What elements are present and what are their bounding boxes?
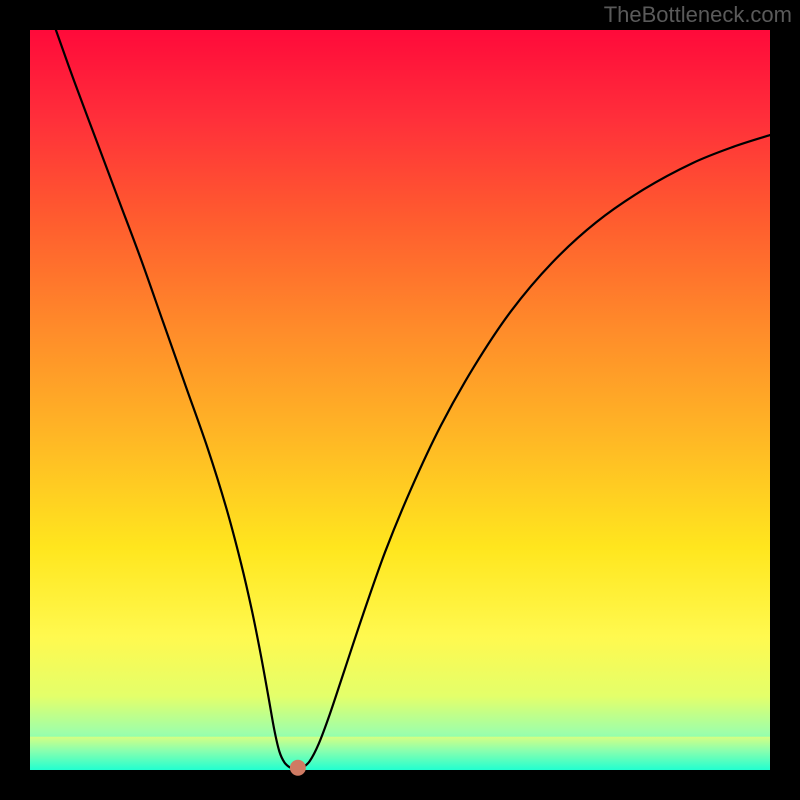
watermark-text: TheBottleneck.com [604, 2, 792, 28]
chart-background [30, 30, 770, 770]
chart-green-band [30, 737, 770, 770]
bottleneck-chart [0, 0, 800, 800]
optimum-marker [290, 760, 306, 776]
